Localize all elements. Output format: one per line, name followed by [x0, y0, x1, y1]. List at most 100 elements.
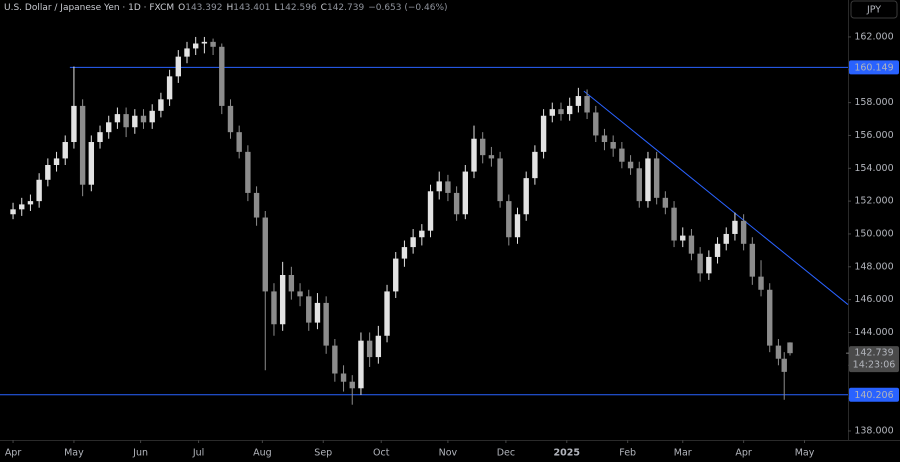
x-tick-label: Apr — [5, 448, 22, 459]
candle-body — [627, 161, 634, 169]
candle-body — [71, 105, 77, 143]
ohlc-value: 142.739 — [327, 3, 364, 13]
x-tick-label: May — [64, 448, 84, 459]
ohlc-label: L — [274, 3, 279, 13]
x-tick-label: May — [795, 448, 815, 459]
x-tick-label: Sep — [314, 448, 332, 459]
x-tick-label: Nov — [439, 448, 458, 459]
candle-body — [714, 243, 721, 257]
level-badge — [849, 387, 899, 402]
candle-body — [106, 122, 112, 133]
level-label: 160.149 — [854, 62, 893, 73]
y-tick-label: 138.000 — [854, 425, 893, 436]
candle-body — [453, 192, 460, 215]
candle-body — [645, 158, 651, 202]
y-tick-label: 148.000 — [854, 261, 893, 272]
last-price-label: 142.739 — [854, 348, 893, 359]
candle-body — [671, 207, 677, 241]
ohlc-label: C — [321, 3, 327, 13]
candle-body — [210, 41, 216, 47]
candle-body — [436, 181, 442, 192]
candle-body — [132, 115, 138, 128]
candle-body — [166, 76, 173, 100]
currency-box[interactable] — [850, 0, 898, 19]
candle-body — [593, 112, 599, 136]
candle-body — [775, 345, 782, 359]
x-tick-label: Jun — [132, 448, 148, 459]
candle-body — [271, 291, 277, 325]
candle-body — [306, 296, 312, 323]
candle-body — [366, 340, 373, 358]
candle-body — [781, 358, 787, 372]
candle-body — [601, 135, 608, 143]
candle-body — [97, 132, 103, 143]
candle-body — [262, 217, 268, 292]
candle-body — [279, 275, 286, 325]
candle-body — [532, 151, 538, 179]
candle-body — [219, 46, 225, 106]
candle-body — [419, 230, 425, 238]
candle-body — [610, 142, 616, 149]
candle-body — [497, 158, 503, 202]
candle-body — [114, 114, 121, 123]
candle-body — [297, 291, 303, 297]
candle-body — [192, 43, 199, 49]
candle-body — [62, 142, 68, 159]
candle-body — [506, 201, 512, 238]
candle-body — [88, 142, 95, 185]
candle-body — [288, 275, 295, 292]
y-tick-label: 144.000 — [854, 327, 893, 338]
candle-body — [523, 178, 529, 215]
candle-body — [158, 99, 164, 111]
candle-body — [549, 109, 555, 116]
y-tick-label: 152.000 — [854, 196, 893, 207]
candle-body — [619, 148, 625, 162]
candle-body — [584, 96, 590, 113]
candle-body — [175, 56, 181, 77]
candle-body — [410, 237, 416, 248]
x-tick-label: Feb — [619, 448, 636, 459]
candle-body — [558, 109, 564, 115]
candle-body — [445, 181, 451, 193]
candle-body — [314, 302, 321, 323]
candle-body — [787, 342, 793, 354]
candle-body — [680, 235, 686, 241]
candle-body — [123, 114, 129, 128]
x-tick-label: Oct — [373, 448, 390, 459]
candle-body — [53, 158, 60, 165]
candle-body — [427, 191, 434, 231]
candle-body — [19, 204, 25, 210]
last-price-badge — [849, 346, 899, 373]
candle-body — [384, 291, 390, 336]
candle-body — [253, 192, 260, 218]
candle-body — [471, 138, 477, 172]
candle-body — [758, 276, 764, 290]
candle-body — [688, 235, 695, 254]
candle-body — [697, 253, 703, 274]
x-tick-label: Aug — [253, 448, 272, 459]
candle-body — [740, 220, 747, 244]
candle-body — [201, 41, 208, 44]
candle-body — [636, 168, 642, 202]
currency[interactable]: JPY — [866, 5, 881, 16]
candle-body — [236, 132, 242, 152]
candle-body — [79, 105, 86, 185]
x-tick-label: 2025 — [554, 448, 580, 459]
candle-body — [514, 214, 521, 238]
candle-body — [462, 171, 469, 215]
candle-body — [340, 373, 347, 382]
y-tick-label: 162.000 — [854, 31, 893, 42]
candle-body — [401, 247, 408, 259]
ohlc-value: 142.596 — [279, 3, 316, 13]
x-tick-label: Apr — [735, 448, 752, 459]
candle-body — [27, 201, 34, 205]
title: U.S. Dollar / Japanese Yen · 1D · FXCM — [4, 3, 174, 13]
candle-body — [10, 209, 16, 215]
candle-body — [393, 258, 399, 292]
x-tick-label: Mar — [674, 448, 692, 459]
candle-body — [349, 381, 355, 389]
candle-body — [662, 197, 669, 208]
countdown: 14:23:06 — [853, 360, 896, 371]
level-badge — [849, 60, 899, 75]
